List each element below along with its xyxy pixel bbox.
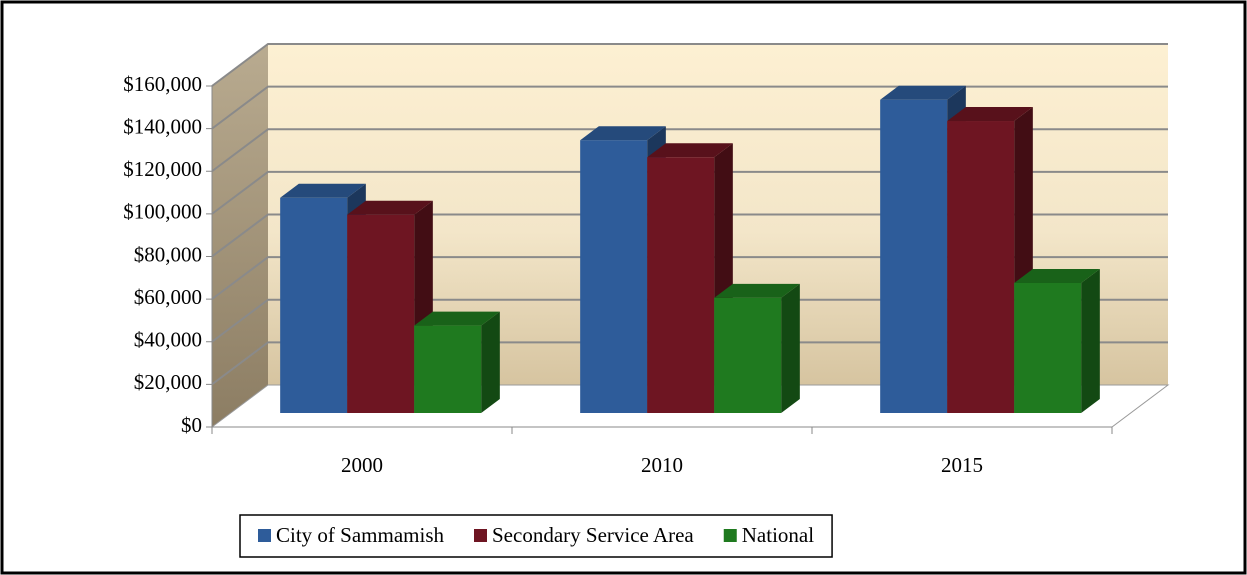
grid-line <box>211 256 1168 300</box>
y-tick-label: $20,000 <box>134 370 202 394</box>
bar <box>1014 282 1082 413</box>
y-tick-label: $0 <box>181 413 202 437</box>
grid-line <box>211 43 1168 87</box>
y-tick-label: $100,000 <box>123 200 202 224</box>
bar-top <box>347 200 433 215</box>
legend-swatch <box>474 529 487 542</box>
bar <box>947 121 1015 414</box>
y-tick-label: $60,000 <box>134 285 202 309</box>
bar <box>280 197 348 413</box>
bar-top <box>947 107 1033 122</box>
legend-swatch <box>723 529 737 542</box>
bar-top <box>1014 268 1100 283</box>
bar-top <box>580 126 666 141</box>
bar <box>714 297 782 413</box>
bar-top <box>714 283 800 298</box>
bar <box>880 99 948 414</box>
legend-label: National <box>742 523 814 547</box>
grid-line <box>211 128 1168 173</box>
bar-top <box>647 143 733 158</box>
y-tick-label: $160,000 <box>123 72 202 96</box>
y-tick-label: $120,000 <box>123 157 202 181</box>
x-tick-label: 2000 <box>341 453 383 477</box>
legend-label: Secondary Service Area <box>492 523 694 547</box>
bar <box>647 157 715 413</box>
y-tick-label: $80,000 <box>134 242 202 266</box>
bar-side <box>1081 268 1100 413</box>
bar-top <box>414 311 500 326</box>
x-tick-label: 2015 <box>941 453 983 477</box>
bar-top <box>280 183 366 198</box>
bar <box>347 214 415 413</box>
grid-line <box>211 170 1168 215</box>
bar-top <box>880 85 966 100</box>
grid-line <box>211 298 1168 343</box>
bar-side <box>481 311 500 413</box>
grid-line <box>211 85 1168 130</box>
bar-side <box>781 283 800 413</box>
grid-line <box>211 213 1168 258</box>
grid-line <box>211 341 1168 386</box>
x-tick-label: 2010 <box>641 453 683 477</box>
y-tick-label: $40,000 <box>134 328 202 352</box>
legend-swatch <box>258 529 271 542</box>
bar <box>580 140 648 413</box>
legend-label: City of Sammamish <box>276 523 445 547</box>
bar <box>414 325 482 413</box>
y-tick-label: $140,000 <box>123 114 202 138</box>
